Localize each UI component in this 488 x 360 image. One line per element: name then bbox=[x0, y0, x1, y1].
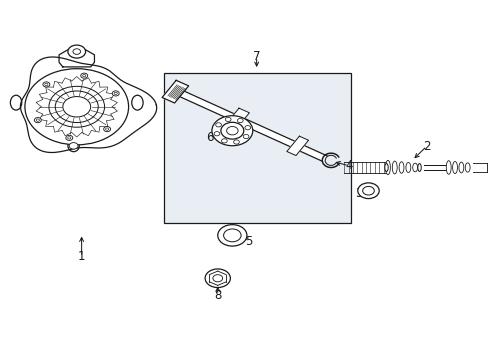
Circle shape bbox=[215, 123, 221, 127]
Polygon shape bbox=[20, 57, 156, 153]
Circle shape bbox=[67, 137, 71, 139]
Text: 7: 7 bbox=[252, 50, 260, 63]
Circle shape bbox=[103, 127, 110, 132]
Circle shape bbox=[25, 69, 128, 145]
Ellipse shape bbox=[398, 162, 403, 173]
Circle shape bbox=[36, 119, 40, 121]
Ellipse shape bbox=[446, 161, 450, 174]
Polygon shape bbox=[424, 165, 446, 170]
Polygon shape bbox=[176, 90, 326, 161]
Circle shape bbox=[243, 134, 248, 139]
Ellipse shape bbox=[384, 163, 387, 171]
Circle shape bbox=[221, 122, 244, 139]
Text: 1: 1 bbox=[78, 250, 85, 263]
Polygon shape bbox=[286, 136, 308, 156]
Circle shape bbox=[82, 75, 85, 77]
Ellipse shape bbox=[412, 163, 417, 172]
Ellipse shape bbox=[464, 163, 469, 172]
Text: 8: 8 bbox=[214, 288, 221, 302]
Circle shape bbox=[223, 229, 241, 242]
Circle shape bbox=[211, 116, 252, 146]
Ellipse shape bbox=[391, 161, 396, 174]
Circle shape bbox=[112, 91, 119, 96]
Ellipse shape bbox=[10, 95, 22, 110]
Ellipse shape bbox=[452, 161, 457, 174]
Text: 5: 5 bbox=[244, 235, 251, 248]
Circle shape bbox=[63, 96, 90, 117]
Circle shape bbox=[114, 92, 117, 95]
Polygon shape bbox=[224, 108, 249, 130]
Circle shape bbox=[357, 183, 378, 199]
Circle shape bbox=[217, 225, 246, 246]
Circle shape bbox=[68, 45, 85, 58]
Polygon shape bbox=[59, 48, 94, 67]
Circle shape bbox=[362, 186, 373, 195]
Circle shape bbox=[233, 140, 239, 144]
Circle shape bbox=[49, 86, 104, 127]
Circle shape bbox=[226, 126, 238, 135]
Circle shape bbox=[244, 126, 250, 130]
Circle shape bbox=[43, 82, 50, 87]
Ellipse shape bbox=[458, 162, 463, 173]
Text: 2: 2 bbox=[422, 140, 430, 153]
Bar bbox=[164, 73, 351, 223]
Ellipse shape bbox=[131, 95, 143, 110]
Circle shape bbox=[55, 91, 98, 122]
Circle shape bbox=[225, 117, 231, 121]
Circle shape bbox=[81, 73, 87, 78]
Circle shape bbox=[73, 49, 81, 54]
Circle shape bbox=[45, 83, 48, 86]
Circle shape bbox=[221, 139, 227, 143]
Ellipse shape bbox=[385, 160, 389, 175]
Text: 4: 4 bbox=[345, 159, 352, 172]
Circle shape bbox=[34, 118, 41, 123]
Circle shape bbox=[66, 135, 73, 140]
Polygon shape bbox=[162, 80, 188, 103]
Ellipse shape bbox=[417, 163, 420, 171]
Circle shape bbox=[212, 275, 222, 282]
Text: 6: 6 bbox=[205, 131, 213, 144]
Circle shape bbox=[105, 128, 108, 130]
Ellipse shape bbox=[68, 140, 79, 152]
Circle shape bbox=[237, 118, 243, 123]
Text: 3: 3 bbox=[354, 187, 362, 200]
Ellipse shape bbox=[405, 162, 410, 172]
Circle shape bbox=[69, 143, 78, 149]
Circle shape bbox=[204, 269, 230, 288]
Circle shape bbox=[214, 132, 220, 136]
